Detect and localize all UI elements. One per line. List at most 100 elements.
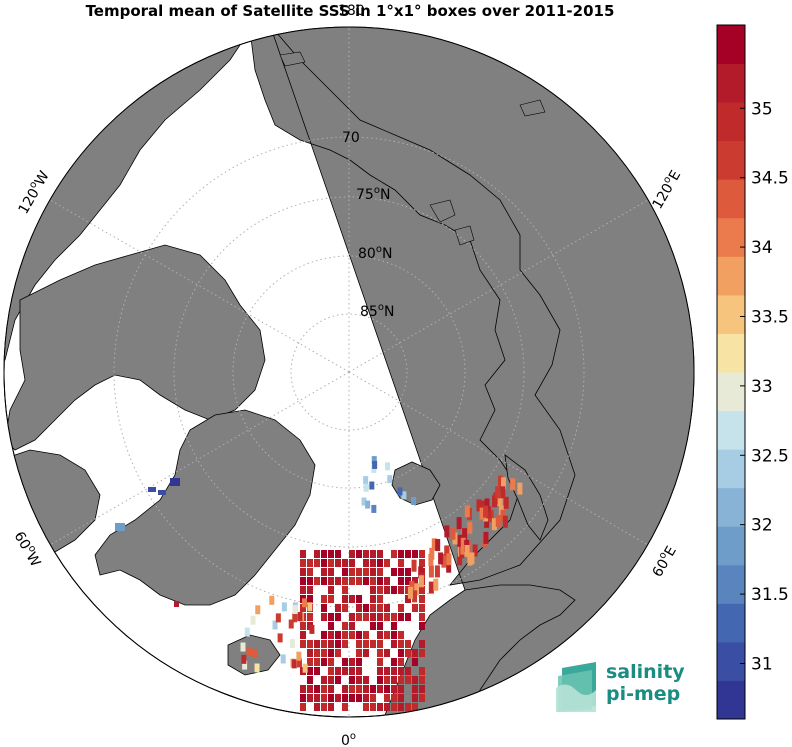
sss-cell	[384, 559, 390, 567]
sss-cell	[307, 568, 313, 576]
sss-cell	[321, 577, 327, 585]
lon-label-120e: 120oE	[648, 167, 684, 212]
sss-cell	[328, 577, 334, 585]
sss-cell	[321, 559, 327, 567]
sss-cell	[412, 604, 418, 612]
sss-cell	[377, 676, 383, 684]
sss-cell	[405, 613, 411, 621]
sss-cell	[328, 667, 334, 675]
sss-cell	[363, 649, 369, 657]
sss-cell	[363, 483, 369, 492]
sss-cell	[405, 703, 411, 711]
sss-cell	[398, 649, 404, 657]
sss-cell	[321, 550, 327, 558]
sss-cell	[349, 613, 355, 621]
sss-cell	[288, 619, 294, 629]
graticule-85n	[290, 313, 408, 431]
sss-cell	[472, 544, 478, 557]
sss-cell	[321, 676, 327, 684]
sss-cell	[349, 694, 355, 702]
sss-cell	[377, 667, 383, 675]
sss-cell	[370, 640, 376, 648]
sss-cell	[356, 694, 362, 702]
sss-cell	[363, 640, 369, 648]
sss-cell	[363, 631, 369, 639]
sss-cell	[314, 685, 320, 693]
sss-cell	[495, 514, 501, 527]
sss-cell	[446, 560, 452, 573]
sss-cell	[296, 658, 302, 668]
logo-line1: salinity	[606, 661, 685, 683]
sss-cell	[307, 676, 313, 684]
sss-cell	[328, 676, 334, 684]
graticule-75n	[173, 196, 525, 548]
sss-cell	[384, 676, 390, 684]
sss-cell	[444, 525, 450, 538]
sss-cell	[363, 703, 369, 711]
sss-cell	[405, 676, 411, 684]
sss-cell	[335, 694, 341, 702]
sss-cell	[412, 590, 418, 603]
sss-cell	[314, 694, 320, 702]
sss-cell	[328, 550, 334, 558]
sss-cell	[370, 685, 376, 693]
sss-cell	[483, 531, 489, 544]
sss-cell	[328, 694, 334, 702]
sss-cell	[349, 622, 355, 630]
sss-cell	[328, 649, 334, 657]
colorbar-tick-label: 34.5	[751, 169, 789, 189]
sss-cell	[384, 649, 390, 657]
sss-cell	[377, 604, 383, 612]
sss-cell	[500, 486, 506, 499]
sss-cell	[363, 550, 369, 558]
sss-cell	[370, 586, 376, 594]
sss-cell	[412, 649, 418, 657]
sss-cell	[335, 604, 341, 612]
sss-cell	[251, 648, 257, 658]
sss-cell	[349, 550, 355, 558]
sss-cell	[407, 586, 413, 599]
sss-cell	[300, 577, 306, 585]
sss-cell	[356, 595, 362, 603]
sss-cell	[148, 487, 156, 492]
sss-cell	[356, 568, 362, 576]
colorbar-band	[717, 410, 745, 450]
sss-cell	[363, 577, 369, 585]
sss-cell	[363, 568, 369, 576]
sss-cell	[300, 550, 306, 558]
sss-cell	[391, 631, 397, 639]
sss-cell	[335, 559, 341, 567]
sss-cell	[476, 499, 482, 512]
sss-cell	[314, 559, 320, 567]
sss-cell	[291, 659, 297, 669]
sss-cell	[387, 475, 393, 484]
sss-cell	[434, 565, 440, 578]
sss-cell	[419, 604, 425, 612]
sss-cell	[335, 676, 341, 684]
sss-cell	[307, 577, 313, 585]
sss-cell	[342, 640, 348, 648]
sss-cell	[370, 604, 376, 612]
sss-cell	[356, 658, 362, 666]
colorbar-tick-label: 33	[751, 377, 773, 397]
sss-cell	[349, 676, 355, 684]
sss-cell	[419, 586, 425, 594]
sss-cell	[242, 660, 248, 670]
sss-cell	[321, 595, 327, 603]
sss-cell	[342, 703, 348, 711]
sss-cell	[464, 505, 470, 518]
sss-cell	[377, 577, 383, 585]
sss-cell	[391, 622, 397, 630]
sss-cell	[391, 667, 397, 675]
sss-cell	[405, 550, 411, 558]
sss-cell	[307, 640, 313, 648]
sss-cell	[391, 676, 397, 684]
sss-cell	[419, 667, 425, 675]
sss-cell	[342, 667, 348, 675]
sss-cell	[255, 605, 261, 615]
sss-cell	[502, 515, 508, 528]
sss-cell	[398, 604, 404, 612]
lat-label-85n: 85oN	[360, 302, 394, 320]
colorbar-band	[717, 63, 745, 103]
sss-cell	[349, 595, 355, 603]
